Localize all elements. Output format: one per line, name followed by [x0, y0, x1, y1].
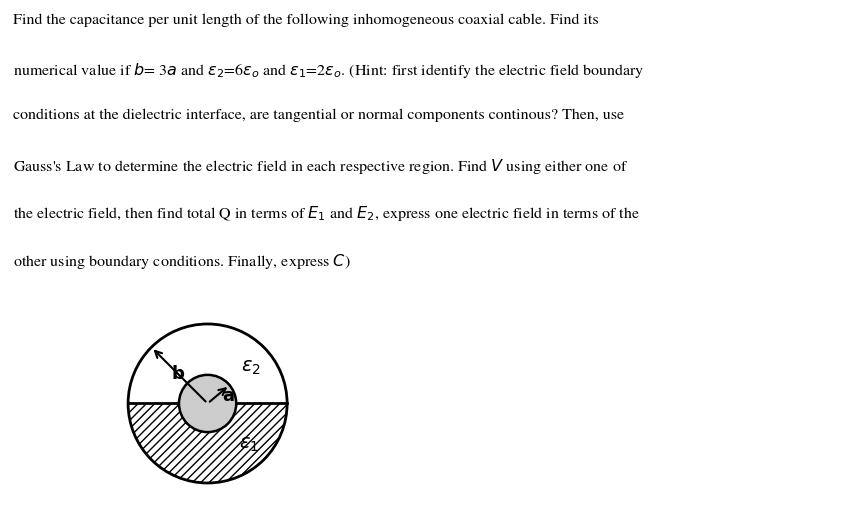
Text: other using boundary conditions. Finally, express $C$): other using boundary conditions. Finally…: [13, 252, 350, 271]
Text: Find the capacitance per unit length of the following inhomogeneous coaxial cabl: Find the capacitance per unit length of …: [13, 14, 599, 27]
Wedge shape: [128, 403, 287, 483]
Text: the electric field, then find total Q in terms of $E_1$ and $E_2$, express one e: the electric field, then find total Q in…: [13, 204, 640, 223]
Text: $\mathbf{b}$: $\mathbf{b}$: [170, 365, 185, 383]
Text: $\mathbf{a}$: $\mathbf{a}$: [221, 389, 234, 406]
Circle shape: [179, 375, 236, 432]
Text: Gauss's Law to determine the electric field in each respective region. Find $V$ : Gauss's Law to determine the electric fi…: [13, 157, 628, 176]
Text: numerical value if $b$= 3$a$ and $\varepsilon_2$=6$\varepsilon_o$ and $\varepsil: numerical value if $b$= 3$a$ and $\varep…: [13, 61, 644, 81]
Wedge shape: [128, 324, 287, 403]
Text: conditions at the dielectric interface, are tangential or normal components cont: conditions at the dielectric interface, …: [13, 109, 624, 123]
Text: $\varepsilon_2$: $\varepsilon_2$: [241, 358, 261, 377]
Text: $\varepsilon_1$: $\varepsilon_1$: [239, 435, 259, 454]
Circle shape: [179, 375, 236, 432]
